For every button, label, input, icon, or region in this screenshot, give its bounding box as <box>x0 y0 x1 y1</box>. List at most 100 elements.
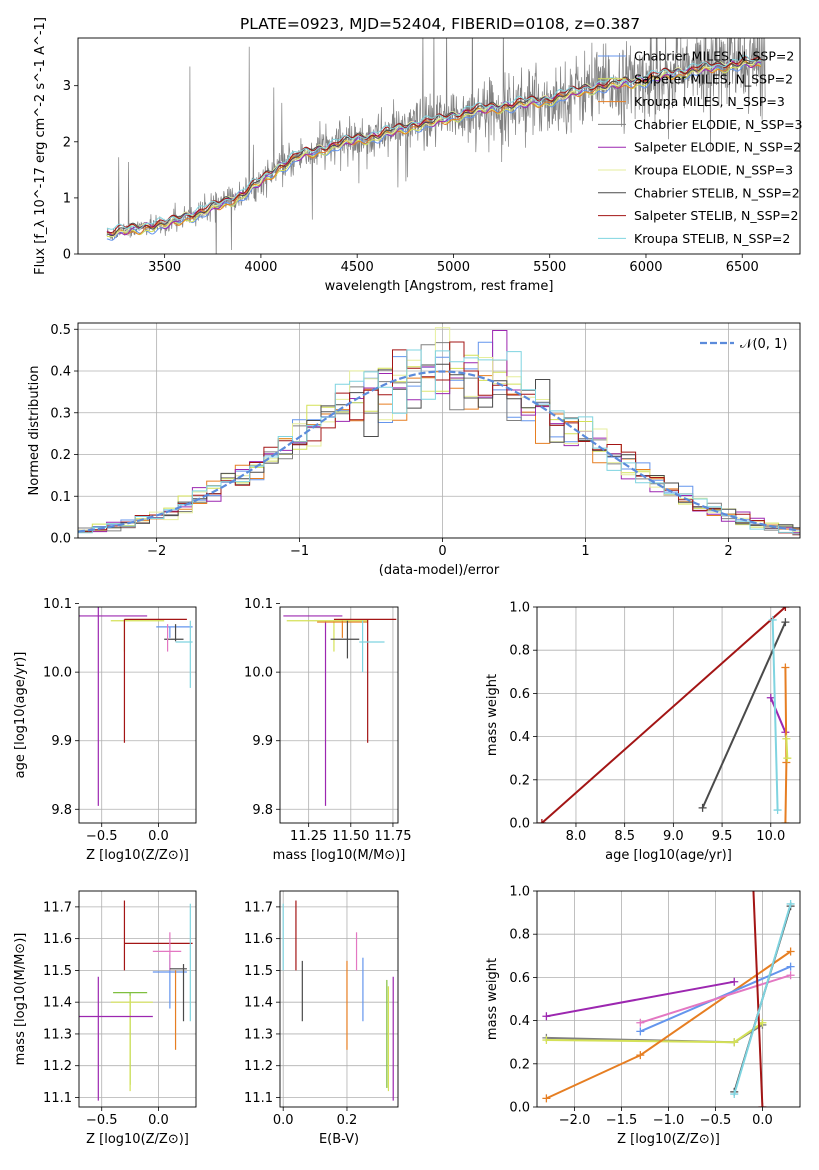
residual-histogram <box>78 327 800 532</box>
y-tick-label: 11.6 <box>43 932 72 947</box>
weight-marker <box>636 1051 645 1060</box>
y-tick-label: 0.4 <box>509 1014 530 1029</box>
weight-line <box>639 974 791 1024</box>
y-axis-label: mass [log10(M/M⊙)] <box>13 933 28 1066</box>
y-tick-label: 11.3 <box>244 1027 273 1042</box>
axes-frame <box>279 890 399 1108</box>
x-tick-label: 4000 <box>244 260 277 275</box>
y-tick-label: 11.3 <box>43 1027 72 1042</box>
y-tick-label: 9.9 <box>51 734 72 749</box>
x-tick-label: 0 <box>438 544 446 559</box>
y-tick-label: 0.8 <box>509 644 530 659</box>
residual-legend: 𝒩(0, 1) <box>700 337 787 352</box>
spectrum-model-line <box>106 56 762 234</box>
legend-label: Chabrier ELODIE, N_SSP=3 <box>634 117 803 132</box>
residual-histogram <box>78 349 800 535</box>
y-tick-label: 0.6 <box>509 971 530 986</box>
panel-mass_vs_z: −0.5 0.0 11.1 11.2 11.3 11.4 11.5 11.6 11.7 Z [lo… <box>13 890 197 1147</box>
weight-line <box>769 697 787 733</box>
y-tick-label: 11.7 <box>43 900 72 915</box>
x-tick-label: 9.5 <box>712 829 733 844</box>
weight-marker <box>781 618 790 627</box>
y-axis-label: mass weight <box>485 674 500 756</box>
y-axis-label: mass weight <box>485 958 500 1040</box>
plot-body-mass_vs_z <box>79 891 196 1107</box>
x-axis-label: (data-model)/error <box>379 563 500 578</box>
y-tick-label: 11.1 <box>244 1091 273 1106</box>
axes-frame <box>77 37 801 255</box>
y-tick-label: 10.1 <box>43 597 72 612</box>
legend-label: Kroupa MILES, N_SSP=3 <box>634 94 785 109</box>
y-tick-label: 9.8 <box>51 803 72 818</box>
panel-weight_vs_age: 8.0 8.5 9.0 9.5 10.0 0.0 0.2 0.4 0.6 0.8 1.0 age [l… <box>485 601 801 863</box>
legend-label: Kroupa STELIB, N_SSP=2 <box>634 231 790 246</box>
y-tick-label: 0.5 <box>50 323 71 338</box>
plot-body-mass_vs_ebv <box>280 891 398 1107</box>
plot-body-residuals <box>78 323 800 538</box>
panel-age_vs_mass: 11.25 11.50 11.75 9.8 9.9 10.0 10.1 mass [log10… <box>244 597 412 863</box>
x-tick-label: 0.0 <box>148 829 169 844</box>
x-tick-label: 6500 <box>726 260 759 275</box>
y-axis-label: age [log10(age/yr)] <box>13 652 28 779</box>
spectrum-model-line <box>106 60 761 236</box>
y-tick-label: 3 <box>63 79 71 94</box>
x-tick-label: −1.5 <box>606 1113 638 1128</box>
legend-label: Chabrier MILES, N_SSP=2 <box>634 49 794 64</box>
x-tick-label: 3500 <box>148 260 181 275</box>
x-tick-label: −1.0 <box>653 1113 685 1128</box>
x-tick-label: 11.25 <box>290 829 327 844</box>
y-tick-label: 11.1 <box>43 1091 72 1106</box>
figure-title: PLATE=0923, MJD=52404, FIBERID=0108, z=0… <box>240 15 640 33</box>
x-axis-label: Z [log10(Z/Z⊙)] <box>617 1132 720 1147</box>
y-tick-label: 11.5 <box>43 964 72 979</box>
y-tick-label: 10.0 <box>43 666 72 681</box>
x-tick-label: 11.50 <box>332 829 369 844</box>
x-axis-label: age [log10(age/yr)] <box>605 848 732 863</box>
weight-marker <box>781 607 790 611</box>
weight-line <box>752 891 764 1107</box>
x-tick-label: −2 <box>147 544 166 559</box>
plot-body-weight_vs_z <box>537 891 800 1107</box>
axes-frame <box>536 890 801 1108</box>
x-tick-label: 11.75 <box>374 829 411 844</box>
spectrum-legend: Chabrier MILES, N_SSP=2 Salpeter MILES, N… <box>598 49 803 246</box>
y-tick-label: 0.2 <box>50 448 71 463</box>
y-tick-label: 0.6 <box>509 687 530 702</box>
weight-marker <box>730 977 739 986</box>
legend-label: Salpeter ELODIE, N_SSP=2 <box>634 140 801 155</box>
y-tick-label: 0.4 <box>50 365 71 380</box>
residual-histogram <box>78 341 800 536</box>
y-tick-label: 0 <box>63 248 71 263</box>
y-tick-label: 1.0 <box>509 601 530 616</box>
weight-marker <box>786 899 795 908</box>
y-tick-label: 11.4 <box>244 996 273 1011</box>
weight-marker <box>773 806 782 815</box>
x-tick-label: −0.5 <box>86 1113 118 1128</box>
x-axis-label: wavelength [Angstrom, rest frame] <box>325 279 554 294</box>
spectrum-model-line <box>106 54 762 230</box>
weight-marker <box>781 663 790 672</box>
plot-body-weight_vs_age <box>537 607 800 823</box>
x-tick-label: 6000 <box>629 260 662 275</box>
x-tick-label: −1 <box>290 544 309 559</box>
weight-marker <box>766 693 775 702</box>
weight-line <box>771 619 779 811</box>
weight-marker <box>786 962 795 971</box>
x-axis-label: Z [log10(Z/Z⊙)] <box>86 848 189 863</box>
y-tick-label: 1.0 <box>509 885 530 900</box>
weight-marker <box>636 1018 645 1027</box>
y-tick-label: 0.0 <box>509 817 530 832</box>
weight-marker <box>542 1094 551 1103</box>
weight-marker <box>542 1036 551 1045</box>
x-tick-label: −0.5 <box>700 1113 732 1128</box>
x-axis-label: Z [log10(Z/Z⊙)] <box>86 1132 189 1147</box>
axes-frame <box>536 606 801 824</box>
panel-weight_vs_z: −2.0 −1.5 −1.0 −0.5 0.0 0.0 0.2 0.4 0.6 0.8 1.0 Z [… <box>485 885 801 1147</box>
x-tick-label: 0.0 <box>752 1113 773 1128</box>
weight-marker <box>698 803 707 812</box>
y-tick-label: 9.9 <box>252 734 273 749</box>
weight-marker <box>781 819 790 823</box>
weight-line <box>546 980 735 1018</box>
legend-label: Kroupa ELODIE, N_SSP=3 <box>634 163 793 178</box>
